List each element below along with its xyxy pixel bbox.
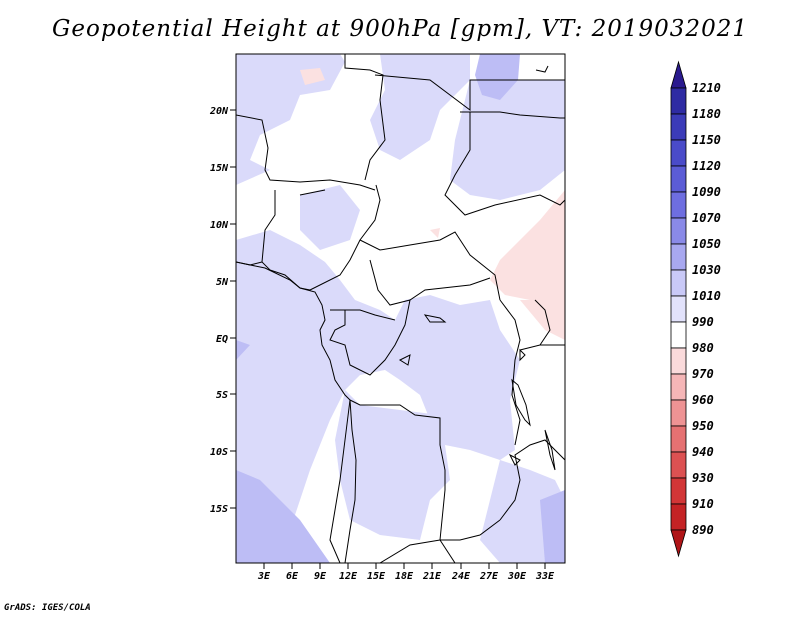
lon-label: 12E xyxy=(339,571,358,582)
map-title: Geopotential Height at 900hPa [gpm], VT:… xyxy=(52,16,748,42)
colorbar-swatch xyxy=(670,503,687,531)
lat-ticks xyxy=(230,109,236,509)
map-frame xyxy=(235,53,566,564)
colorbar-label: 930 xyxy=(692,471,714,485)
colorbar-swatch xyxy=(670,451,687,479)
colorbar-label: 950 xyxy=(692,419,714,433)
colorbar-label: 890 xyxy=(692,523,714,537)
colorbar-swatch xyxy=(670,425,687,453)
lon-label: 15E xyxy=(367,571,386,582)
colorbar-swatch xyxy=(670,529,687,558)
colorbar: 1210 1180 1150 1120 1090 1070 1050 1030 1010 990 9… xyxy=(670,60,721,558)
colorbar-label: 960 xyxy=(692,393,714,407)
lat-label: EQ xyxy=(216,334,228,345)
colorbar-label: 1090 xyxy=(692,185,721,199)
colorbar-label: 970 xyxy=(692,367,714,381)
colorbar-label: 1210 xyxy=(692,81,721,95)
lon-label: 30E xyxy=(507,571,527,582)
colorbar-swatch xyxy=(670,295,687,323)
colorbar-label: 1120 xyxy=(692,159,721,173)
colorbar-label: 1010 xyxy=(692,289,721,303)
colorbar-label: 910 xyxy=(692,497,714,511)
lat-label: 15N xyxy=(210,163,229,174)
colorbar-swatch xyxy=(670,60,687,89)
lat-label: 5S xyxy=(216,390,228,401)
colorbar-label: 940 xyxy=(692,445,714,459)
lon-label: 9E xyxy=(314,571,327,582)
lon-label: 6E xyxy=(286,571,299,582)
colorbar-label: 1070 xyxy=(692,211,721,225)
height-band-1030 xyxy=(236,54,565,563)
lat-label: 5N xyxy=(216,277,229,288)
colorbar-label: 980 xyxy=(692,341,714,355)
lat-label: 15S xyxy=(210,504,228,515)
colorbar-label: 1150 xyxy=(692,133,721,147)
colorbar-swatch xyxy=(670,217,687,245)
colorbar-label: 1030 xyxy=(692,263,721,277)
colorbar-swatch xyxy=(670,347,687,375)
colorbar-swatch xyxy=(670,373,687,401)
colorbar-swatch xyxy=(670,269,687,297)
colorbar-swatch xyxy=(670,321,687,349)
lon-label: 24E xyxy=(451,571,471,582)
colorbar-label: 990 xyxy=(692,315,714,329)
coastline xyxy=(236,261,357,563)
lat-label: 10S xyxy=(210,447,228,458)
colorbar-swatch xyxy=(670,113,687,141)
colorbar-swatch xyxy=(670,243,687,271)
lon-label: 27E xyxy=(479,571,499,582)
lat-label: 10N xyxy=(210,220,229,231)
colorbar-swatch xyxy=(670,191,687,219)
map-panel xyxy=(236,54,565,563)
height-band-980 xyxy=(300,68,565,340)
colorbar-swatch xyxy=(670,477,687,505)
lon-label: 33E xyxy=(535,571,555,582)
lon-label: 18E xyxy=(395,571,414,582)
colorbar-swatch xyxy=(670,87,687,115)
colorbar-swatch xyxy=(670,399,687,427)
lon-label: 3E xyxy=(257,571,271,582)
colorbar-label: 1050 xyxy=(692,237,721,251)
colorbar-label: 1180 xyxy=(692,107,721,121)
lon-ticks xyxy=(263,563,546,569)
grads-credit: GrADS: IGES/COLA xyxy=(4,603,91,613)
lat-label: 20N xyxy=(209,106,229,117)
colorbar-swatch xyxy=(670,139,687,167)
lon-label: 21E xyxy=(422,571,442,582)
lakes xyxy=(398,314,556,471)
country-borders xyxy=(236,54,565,563)
colorbar-swatch xyxy=(670,165,687,193)
